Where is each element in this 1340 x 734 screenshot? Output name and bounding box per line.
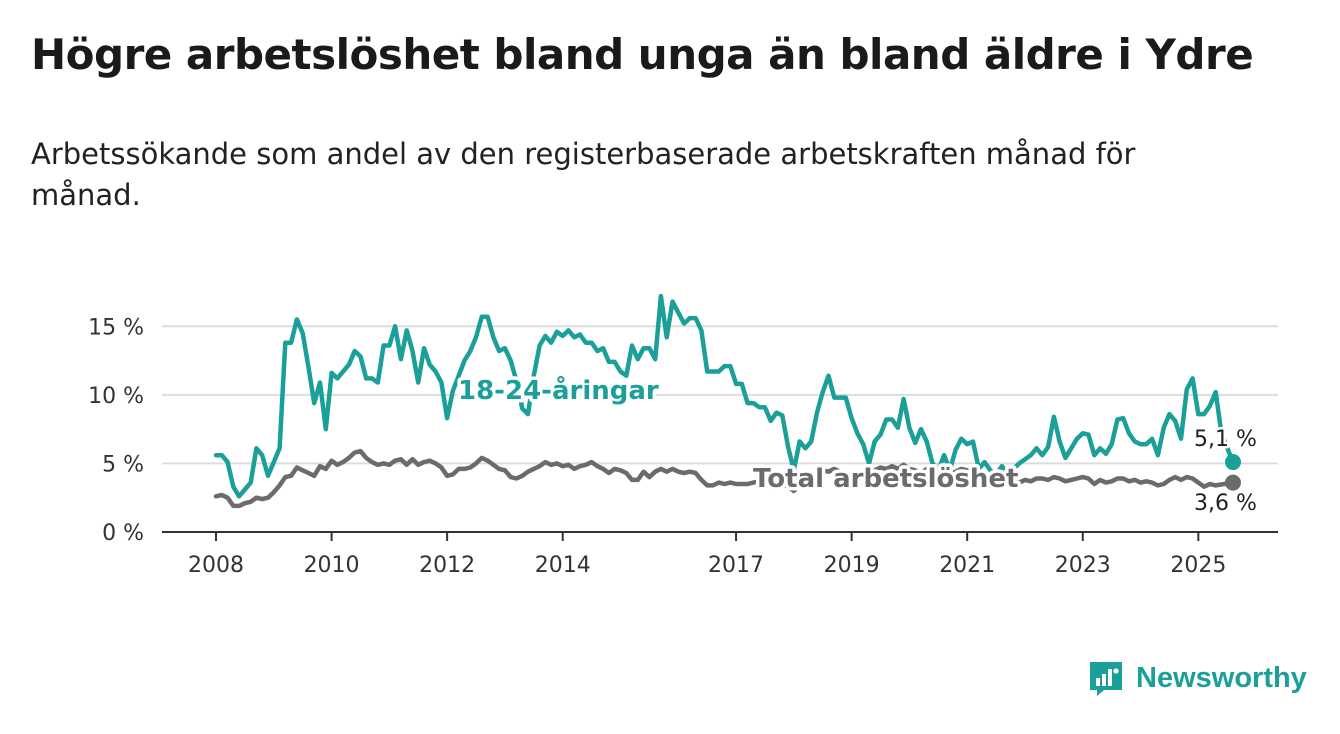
y-tick-label: 10 % [88, 384, 144, 409]
x-tick-label: 2008 [188, 553, 244, 578]
bar-chart-logo-icon [1090, 662, 1122, 696]
x-axis: 2008 2010 2012 2014 2017 2019 2021 2023 2025 [162, 531, 1278, 578]
x-tick-label: 2021 [939, 553, 995, 578]
series-label-total: Total arbetslöshet [753, 464, 1018, 494]
brand-name: Newsworthy [1136, 661, 1307, 694]
x-tick-label: 2014 [535, 553, 591, 578]
series-lines [213, 293, 1241, 509]
x-tick-label: 2017 [708, 553, 764, 578]
series-line-total [213, 448, 1236, 509]
end-value-youth: 5,1 % [1194, 427, 1257, 452]
y-tick-label: 0 % [102, 521, 144, 546]
end-point-total [1225, 474, 1241, 491]
y-tick-label: 5 % [102, 452, 144, 477]
x-tick-label: 2012 [419, 553, 475, 578]
gridlines [162, 325, 1278, 465]
chart-subtitle: Arbetssökande som andel av den registerb… [31, 137, 1136, 212]
x-tick-label: 2025 [1170, 553, 1226, 578]
y-tick-label: 15 % [88, 315, 144, 340]
end-point-youth [1225, 454, 1241, 471]
series-line-youth [213, 293, 1236, 499]
series-labels: 18-24-åringar Total arbetslöshet 5,1 % 3,6 … [455, 371, 1260, 519]
x-tick-label: 2023 [1055, 553, 1111, 578]
x-tick-label: 2019 [824, 553, 880, 578]
x-tick-label: 2010 [304, 553, 360, 578]
end-value-total: 3,6 % [1194, 491, 1257, 516]
chart-title: Högre arbetslöshet bland unga än bland ä… [31, 30, 1254, 79]
newsworthy-logo[interactable]: Newsworthy [1088, 660, 1307, 696]
series-label-youth: 18-24-åringar [458, 374, 659, 406]
y-axis-ticks: 0 % 5 % 10 % 15 % [88, 315, 144, 546]
